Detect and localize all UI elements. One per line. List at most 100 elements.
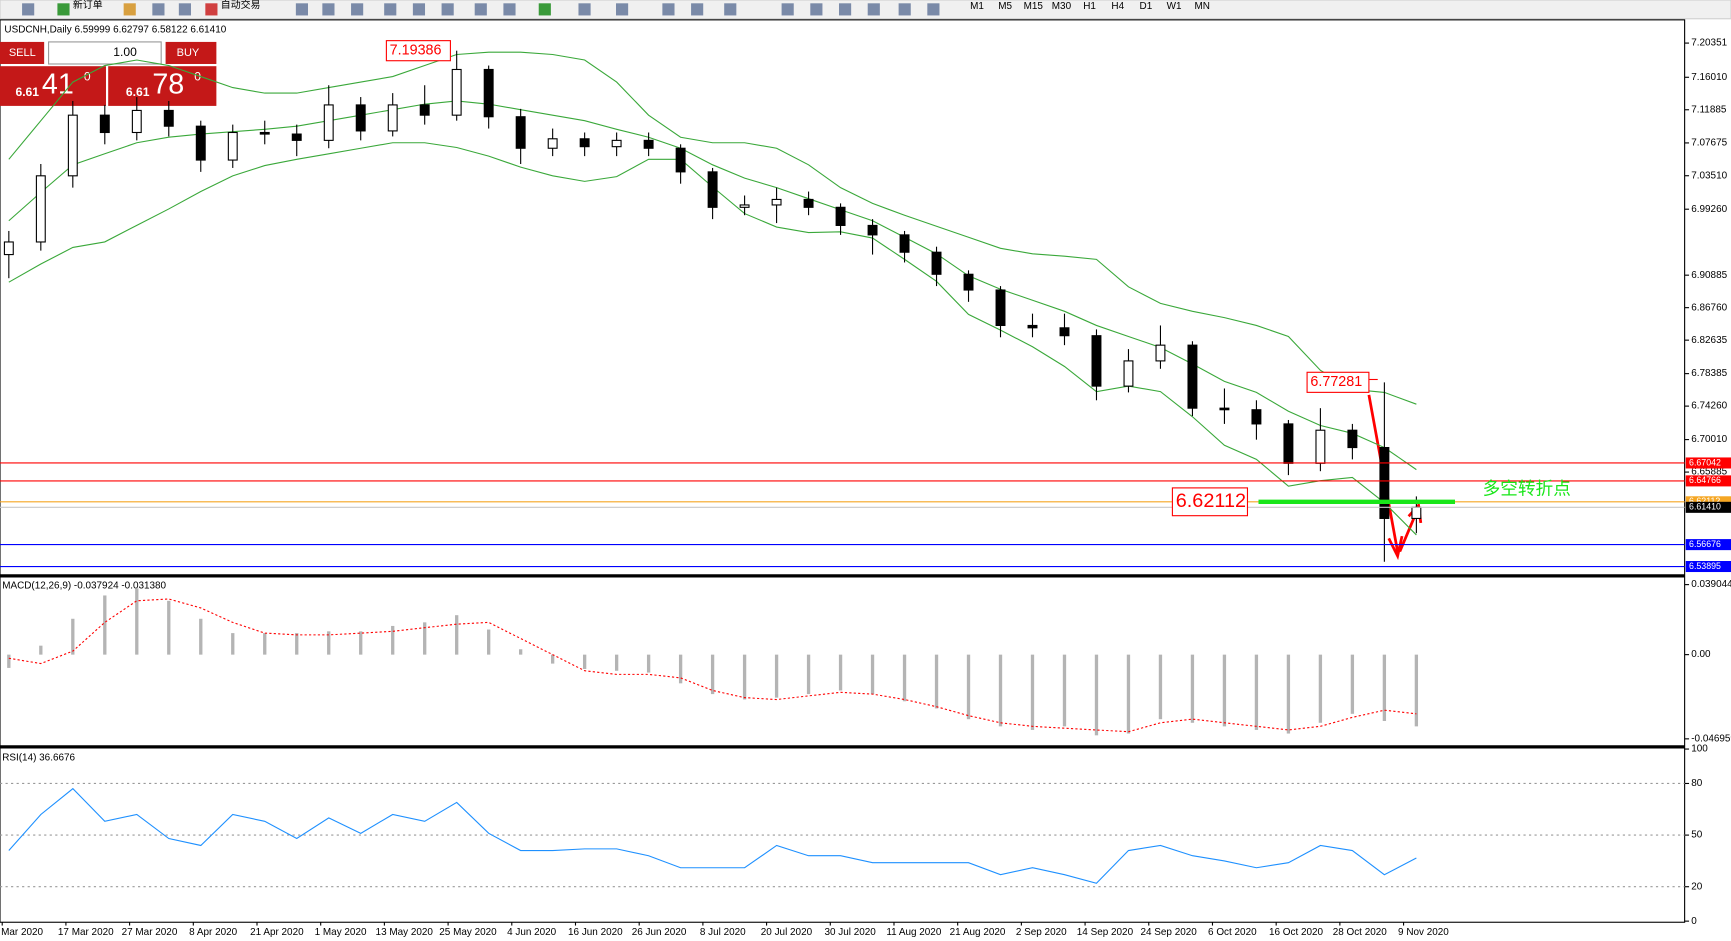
lot-input[interactable] xyxy=(48,41,162,65)
icon[interactable] xyxy=(724,3,737,16)
x-tick-label: 28 Oct 2020 xyxy=(1333,927,1388,938)
macd-bar xyxy=(934,654,939,709)
icon[interactable] xyxy=(474,3,487,16)
icon[interactable] xyxy=(123,3,136,16)
macd-bar xyxy=(870,654,875,695)
x-tick-label: 16 Oct 2020 xyxy=(1269,927,1324,938)
x-tick-label: Mar 2020 xyxy=(1,927,43,938)
macd-bar xyxy=(614,654,619,671)
x-tick-label: 1 May 2020 xyxy=(315,927,367,938)
x-tick-label: 8 Jul 2020 xyxy=(700,927,746,938)
sell-label[interactable]: SELL xyxy=(9,47,36,59)
macd-bar xyxy=(550,654,555,664)
sell-pips[interactable]: 41 xyxy=(42,69,74,101)
icon[interactable] xyxy=(616,3,629,16)
x-tick-label: 17 Mar 2020 xyxy=(58,927,114,938)
icon[interactable] xyxy=(578,3,591,16)
candle-body xyxy=(547,138,558,149)
icon[interactable] xyxy=(322,3,335,16)
annotation-box xyxy=(1171,487,1249,517)
icon[interactable] xyxy=(867,3,880,16)
candle-body xyxy=(771,198,782,206)
timeframe-button[interactable]: M1 xyxy=(970,1,984,12)
icon[interactable] xyxy=(295,3,309,16)
icon[interactable] xyxy=(384,3,397,16)
buy-price[interactable]: 6.61 xyxy=(126,85,150,99)
timeframe-button[interactable]: M30 xyxy=(1052,1,1072,12)
icon[interactable] xyxy=(538,3,551,16)
timeframe-button[interactable]: H4 xyxy=(1111,1,1124,12)
buy-button[interactable] xyxy=(165,41,217,64)
macd-bar xyxy=(455,615,459,655)
macd-bar xyxy=(391,625,395,655)
macd-bar xyxy=(39,645,43,655)
icon[interactable] xyxy=(441,3,454,16)
macd-bar xyxy=(1062,654,1067,727)
x-tick-label: 4 Jun 2020 xyxy=(507,927,557,938)
y-tick-label: 100 xyxy=(1691,744,1708,755)
candle-body xyxy=(995,289,1006,327)
y-tick-label: 80 xyxy=(1691,778,1703,789)
y-tick-label: 6.86760 xyxy=(1691,302,1727,313)
x-tick-label: 21 Aug 2020 xyxy=(950,927,1006,938)
icon[interactable] xyxy=(412,3,426,16)
icon[interactable] xyxy=(152,3,165,16)
macd-bar xyxy=(327,631,331,655)
sell-price-box[interactable] xyxy=(0,66,106,106)
icon[interactable] xyxy=(178,3,191,16)
candle-body xyxy=(1155,344,1166,362)
icon[interactable] xyxy=(839,3,852,16)
macd-bar xyxy=(1254,654,1259,730)
sell-fraction[interactable]: 0 xyxy=(84,69,91,83)
timeframe-button[interactable]: W1 xyxy=(1167,1,1182,12)
buy-fraction[interactable]: 0 xyxy=(194,69,201,83)
icon[interactable] xyxy=(810,3,823,16)
x-tick-label: 11 Aug 2020 xyxy=(886,927,941,938)
y-tick-label: 0 xyxy=(1691,916,1697,927)
icon[interactable] xyxy=(57,3,70,16)
timeframe-button[interactable]: MN xyxy=(1194,1,1209,12)
price-level-label: 6.67042 xyxy=(1689,457,1721,467)
icon[interactable] xyxy=(22,3,35,16)
macd-bar xyxy=(359,631,363,655)
y-tick-label: 0.039044 xyxy=(1691,579,1731,590)
lot-value[interactable]: 1.00 xyxy=(113,45,137,59)
icon[interactable] xyxy=(898,3,911,16)
sell-price[interactable]: 6.61 xyxy=(15,85,39,99)
candle-body xyxy=(323,104,334,141)
icon[interactable] xyxy=(662,3,675,16)
candle-body xyxy=(419,104,430,116)
macd-bar xyxy=(7,654,11,668)
macd-bar xyxy=(1126,654,1131,734)
bollinger-band xyxy=(8,51,1417,405)
candle-body xyxy=(579,138,590,148)
macd-bar xyxy=(263,633,267,655)
buy-pips[interactable]: 78 xyxy=(152,69,184,101)
toolbar-button[interactable]: 自动交易 xyxy=(221,0,261,11)
icon[interactable] xyxy=(691,3,704,16)
x-tick-label: 21 Apr 2020 xyxy=(250,927,304,938)
candle-body xyxy=(483,68,494,118)
timeframe-button[interactable]: H1 xyxy=(1083,1,1096,12)
candle-body xyxy=(259,131,270,135)
toolbar-button[interactable]: 新订单 xyxy=(73,0,103,11)
buy-label[interactable]: BUY xyxy=(177,47,200,59)
sell-button[interactable] xyxy=(0,41,45,64)
icon[interactable] xyxy=(781,3,794,16)
timeframe-button[interactable]: D1 xyxy=(1140,1,1153,12)
macd-bar xyxy=(231,633,235,655)
icon[interactable] xyxy=(205,3,218,16)
y-tick-label: 6.70010 xyxy=(1691,434,1727,445)
buy-price-box[interactable] xyxy=(108,66,217,106)
icon[interactable] xyxy=(927,3,940,16)
macd-bar xyxy=(423,622,427,655)
timeframe-button[interactable]: M5 xyxy=(998,1,1012,12)
candle-body xyxy=(451,68,462,116)
candle-body xyxy=(1283,423,1294,464)
timeframe-button[interactable]: M15 xyxy=(1024,1,1044,12)
y-tick-label: 6.90885 xyxy=(1691,270,1727,281)
candle-body xyxy=(99,114,110,134)
icon[interactable] xyxy=(351,3,364,16)
icon[interactable] xyxy=(503,3,516,16)
